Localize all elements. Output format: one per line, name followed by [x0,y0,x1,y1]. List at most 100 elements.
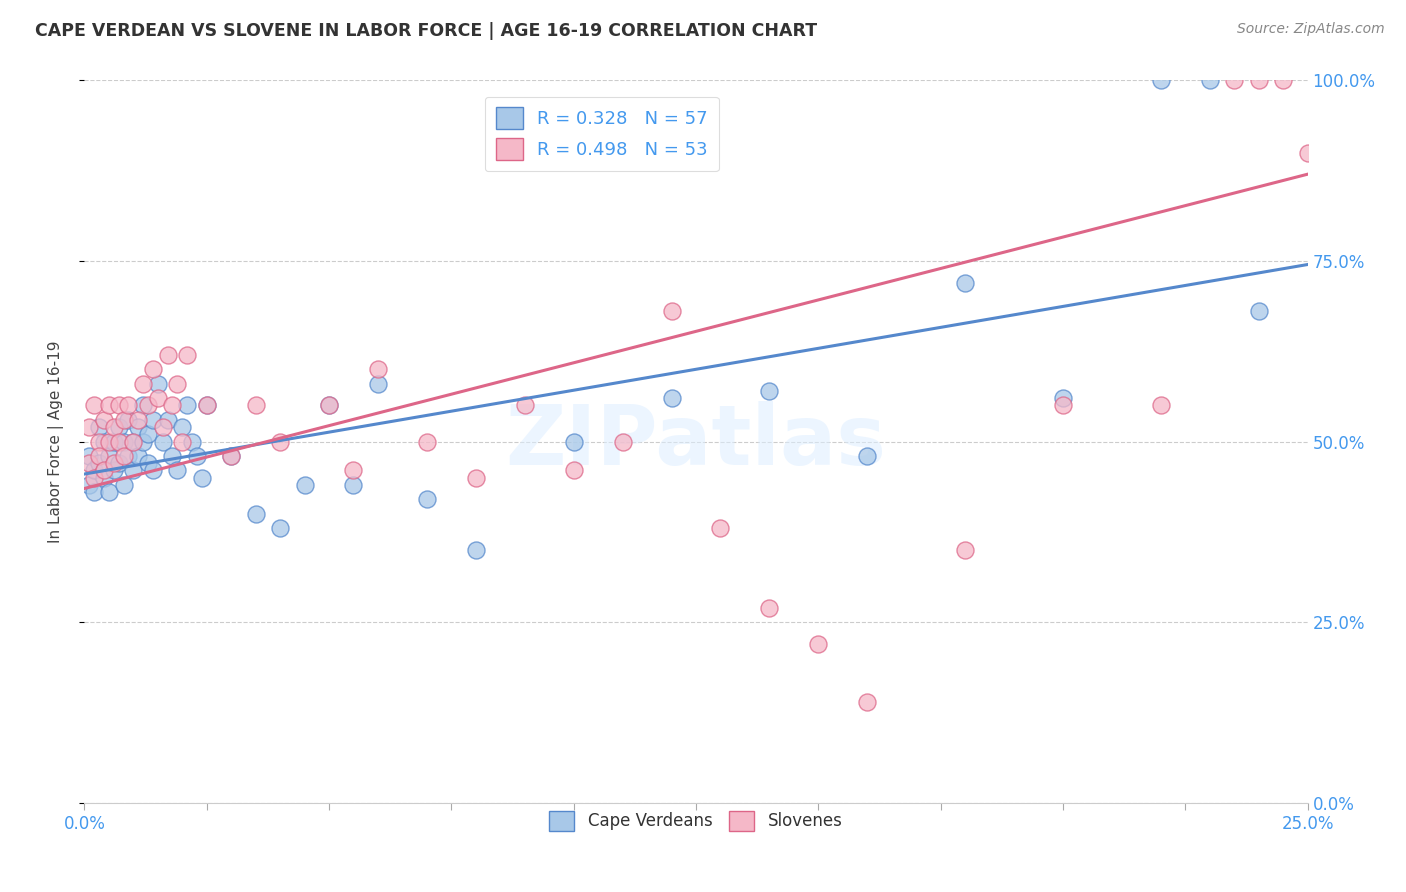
Point [93,463,115,477]
Point [661,391,683,405]
Point [195,398,218,412]
Point [77,449,100,463]
Y-axis label: In Labor Force | Age 16-19: In Labor Force | Age 16-19 [48,340,63,543]
Point [1052,391,1074,405]
Point [93,470,115,484]
Point [464,542,486,557]
Point [77,478,100,492]
Point [112,449,135,463]
Point [156,413,179,427]
Point [87,456,110,470]
Point [117,413,139,427]
Point [152,434,174,449]
Point [367,362,389,376]
Point [1052,398,1074,412]
Point [112,478,135,492]
Point [77,420,100,434]
Point [132,434,155,449]
Legend: Cape Verdeans, Slovenes: Cape Verdeans, Slovenes [543,805,849,838]
Point [181,434,204,449]
Point [562,434,585,449]
Point [318,398,340,412]
Point [1223,73,1246,87]
Point [132,398,155,412]
Point [166,376,188,391]
Point [661,304,683,318]
Point [416,434,439,449]
Point [77,456,100,470]
Point [146,391,169,405]
Point [87,420,110,434]
Point [83,398,105,412]
Point [136,427,159,442]
Point [93,413,115,427]
Point [294,478,316,492]
Point [416,492,439,507]
Point [122,434,145,449]
Point [127,420,149,434]
Point [1296,145,1319,160]
Point [269,434,291,449]
Point [112,434,135,449]
Point [87,449,110,463]
Point [132,376,155,391]
Point [562,463,585,477]
Point [83,485,105,500]
Text: Source: ZipAtlas.com: Source: ZipAtlas.com [1237,22,1385,37]
Point [1247,304,1270,318]
Point [83,463,105,477]
Point [166,463,188,477]
Point [103,463,125,477]
Point [856,695,879,709]
Point [156,348,179,362]
Point [107,434,129,449]
Point [1272,73,1295,87]
Point [103,434,125,449]
Text: CAPE VERDEAN VS SLOVENE IN LABOR FORCE | AGE 16-19 CORRELATION CHART: CAPE VERDEAN VS SLOVENE IN LABOR FORCE |… [35,22,817,40]
Point [172,420,194,434]
Point [136,398,159,412]
Point [136,456,159,470]
Point [758,384,780,398]
Point [513,398,536,412]
Point [112,413,135,427]
Point [127,449,149,463]
Point [122,434,145,449]
Point [758,600,780,615]
Point [709,521,731,535]
Point [219,449,242,463]
Point [191,470,214,484]
Point [117,449,139,463]
Point [83,470,105,484]
Point [107,398,129,412]
Point [122,463,145,477]
Point [219,449,242,463]
Point [186,449,208,463]
Point [342,478,364,492]
Point [1150,398,1173,412]
Point [807,637,830,651]
Point [176,398,198,412]
Point [107,456,129,470]
Point [117,398,139,412]
Point [97,398,120,412]
Point [142,463,165,477]
Point [142,362,165,376]
Point [856,449,879,463]
Point [146,376,169,391]
Point [97,434,120,449]
Point [1198,73,1220,87]
Point [152,420,174,434]
Point [342,463,364,477]
Point [367,376,389,391]
Point [142,413,165,427]
Point [103,420,125,434]
Point [176,348,198,362]
Point [464,470,486,484]
Point [953,276,976,290]
Point [245,507,267,521]
Point [93,434,115,449]
Point [245,398,267,412]
Point [172,434,194,449]
Point [612,434,634,449]
